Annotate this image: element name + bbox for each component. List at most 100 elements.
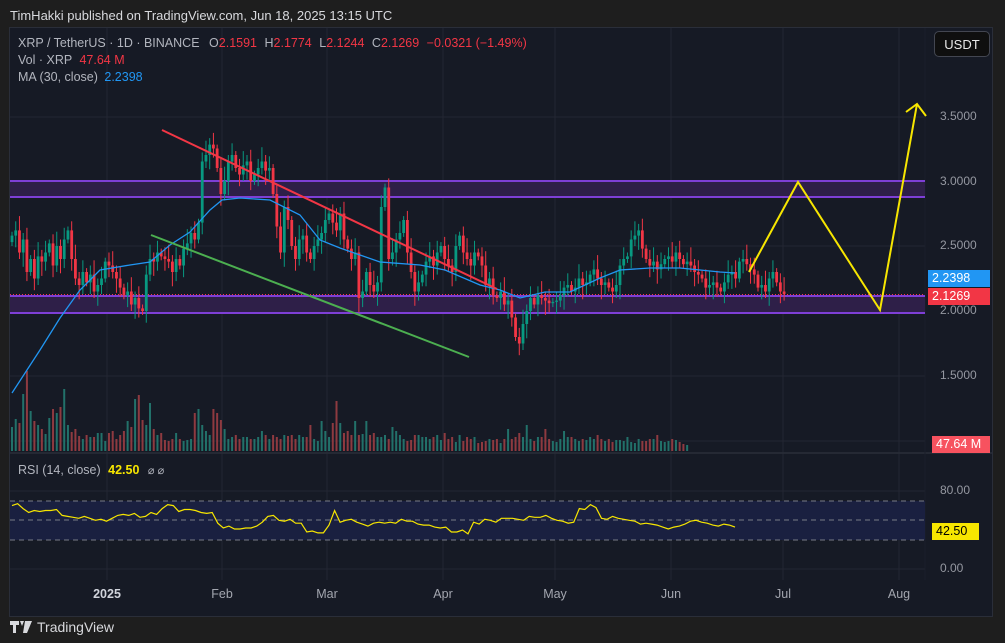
candle-body: [428, 256, 432, 262]
volume-bar: [111, 431, 114, 451]
volume-bar: [574, 439, 577, 451]
volume-bar: [548, 439, 551, 451]
candle-body: [297, 239, 301, 259]
candle-body: [629, 239, 633, 257]
volume-bar: [630, 442, 633, 451]
candle-body: [461, 235, 465, 253]
candle-body: [208, 144, 212, 155]
volume-bar: [152, 429, 155, 451]
volume-bar: [596, 435, 599, 451]
candle-body: [510, 300, 514, 318]
candle-body: [264, 161, 268, 171]
candle-body: [719, 287, 723, 292]
volume-bar: [439, 440, 442, 451]
candle-body: [540, 295, 544, 298]
candle-body: [409, 252, 413, 272]
volume-bar: [570, 437, 573, 451]
volume-bar: [503, 439, 506, 451]
volume-bar: [600, 439, 603, 451]
candle-body: [577, 278, 581, 288]
volume-bar: [175, 433, 178, 451]
candle-body: [193, 233, 197, 240]
candle-body: [301, 235, 305, 240]
candle-body: [711, 282, 715, 285]
volume-bar: [85, 435, 88, 451]
candle-body: [44, 252, 47, 262]
volume-bar: [339, 423, 342, 451]
candle-body: [596, 269, 600, 279]
volume-bar: [641, 441, 644, 451]
candle-body: [678, 252, 682, 259]
candle-body: [267, 168, 271, 171]
volume-bar: [182, 441, 185, 451]
candle-body: [685, 261, 689, 265]
candle-body: [674, 252, 678, 262]
volume-bar: [488, 439, 491, 451]
volume-bar: [279, 439, 282, 451]
candle-body: [159, 252, 163, 257]
candle-body: [107, 261, 111, 266]
ma-legend[interactable]: MA (30, close) 2.2398: [18, 70, 143, 84]
candle-body: [465, 252, 469, 259]
candle-body: [525, 311, 529, 324]
time-tick: Mar: [316, 587, 338, 601]
volume-bar: [380, 437, 383, 451]
candle-body: [376, 282, 379, 292]
candle-body: [543, 298, 547, 301]
volume-bar: [335, 401, 338, 451]
candle-body: [346, 239, 350, 249]
candle-body: [219, 168, 223, 194]
volume-legend[interactable]: Vol · XRP 47.64 M: [18, 53, 125, 67]
candle-body: [633, 235, 637, 240]
currency-button[interactable]: USDT: [934, 31, 990, 57]
volume-bar: [216, 413, 219, 451]
candle-body: [435, 252, 439, 266]
volume-bar: [365, 421, 368, 451]
volume-bar: [551, 441, 554, 451]
candle-body: [14, 230, 18, 236]
candle-body: [152, 259, 156, 262]
candle-body: [141, 308, 144, 311]
volume-bar: [287, 436, 290, 451]
candle-body: [189, 233, 193, 244]
candle-body: [282, 207, 286, 253]
candle-body: [502, 291, 506, 305]
volume-bar: [607, 439, 610, 451]
volume-bar: [577, 441, 580, 451]
candle-body: [611, 287, 614, 292]
volume-bar: [212, 409, 215, 451]
candle-body: [614, 285, 618, 292]
candle-body: [357, 252, 361, 298]
horizontal-zone: [10, 296, 925, 313]
candle-body: [59, 246, 62, 259]
candle-body: [342, 213, 346, 240]
candle-body: [174, 259, 178, 272]
volume-bar: [361, 434, 364, 451]
volume-bar: [70, 432, 73, 451]
candle-body: [182, 248, 185, 266]
symbol-title[interactable]: XRP / TetherUS · 1D · BINANCE: [18, 36, 200, 50]
volume-bar: [81, 439, 84, 451]
support-trendline: [150, 234, 470, 358]
volume-bar: [484, 441, 487, 451]
price-tick: 3.5000: [940, 109, 977, 123]
candle-body: [312, 246, 316, 259]
candle-body: [536, 295, 540, 305]
rsi-tick: 80.00: [940, 483, 971, 497]
candle-body: [361, 291, 365, 298]
volume-bar: [231, 437, 234, 451]
candle-body: [480, 256, 484, 266]
volume-bar: [499, 443, 502, 451]
volume-bar: [48, 418, 51, 451]
candle-body: [100, 278, 103, 285]
high-value: 2.1774: [273, 36, 312, 50]
candle-body: [599, 278, 603, 285]
rsi-legend[interactable]: RSI (14, close) 42.50 ⌀ ⌀: [18, 463, 165, 477]
volume-bar: [40, 429, 43, 451]
volume-bar: [245, 437, 248, 451]
volume-bar: [324, 431, 327, 451]
volume-bar: [33, 421, 36, 451]
candle-body: [275, 194, 279, 227]
volume-bar: [11, 427, 13, 451]
